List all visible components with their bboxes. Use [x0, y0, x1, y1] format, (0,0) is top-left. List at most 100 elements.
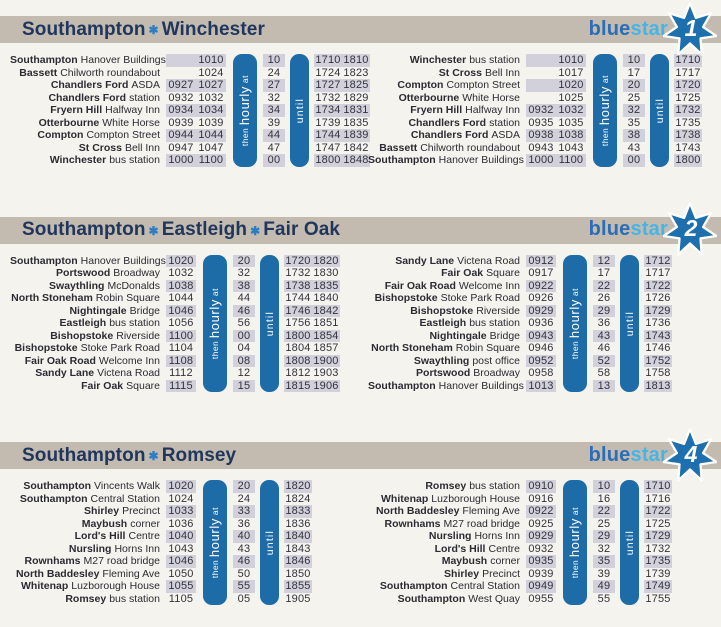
at-label: at [240, 74, 250, 83]
morning-times-cell: 1104 [166, 342, 196, 355]
evening-times-cell: 1756 1851 [284, 317, 340, 330]
evening-times-cell: 1738 1835 [284, 279, 340, 292]
morning-times-cell: 0939 1039 [166, 117, 226, 130]
time-value: 1724 [315, 66, 341, 79]
then-hourly-at-label: then hourly at [567, 288, 583, 359]
until-text: until [263, 310, 276, 336]
time-value: 1043 [558, 141, 584, 154]
time-value: 1010 [198, 54, 224, 66]
stop-name-place: Whitenap [21, 580, 69, 592]
star-icon [663, 203, 717, 256]
minute-value: 44 [237, 292, 251, 304]
stop-name-place: Southampton [23, 480, 92, 492]
minutes-past-hour-cell: 15 [233, 379, 255, 392]
stop-name: Bishopstoke Riverside [368, 305, 520, 318]
time-value: 1746 [645, 342, 671, 354]
time-value: 1034 [198, 104, 224, 116]
minutes-past-hour-cell: 00 [623, 154, 645, 167]
stop-name-place: Otterbourne [38, 116, 100, 129]
time-value: 1000 [168, 154, 194, 166]
minutes-past-hour-cell: 20 [233, 480, 255, 493]
logo-text-blue: blue [588, 17, 631, 40]
minutes-past-hour-cell: 04 [233, 342, 255, 355]
time-value: 1710 [645, 480, 671, 492]
timetable-right: then hourly at until Romsey bus station 0910 10… [368, 480, 672, 605]
morning-times-cell: 0934 1034 [166, 104, 226, 117]
time-value: 1824 [285, 492, 311, 505]
minute-value: 38 [237, 279, 251, 292]
minute-value: 34 [267, 104, 281, 116]
time-value: 1833 [285, 505, 311, 517]
route-title-part: Southampton [22, 18, 146, 40]
minutes-past-hour-cell: 17 [623, 67, 645, 80]
stop-name-place: Romsey [65, 592, 107, 605]
minutes-past-hour-cell: 16 [593, 493, 615, 506]
evening-times-cell: 1732 [674, 104, 702, 117]
stop-name-detail: bus station [109, 317, 160, 329]
morning-times-cell: 0949 [526, 580, 556, 593]
minutes-past-hour-cell: 35 [623, 117, 645, 130]
time-value: 1722 [645, 505, 671, 517]
stop-name: Lord's Hill Centre [10, 530, 160, 543]
hourly-label: hourly [207, 298, 222, 338]
evening-times-cell: 1800 1848 [314, 154, 370, 167]
until-bar: until [260, 480, 279, 605]
at-label: at [210, 506, 220, 515]
evening-times-cell: 1840 [284, 530, 312, 543]
stop-name-detail: Centre [128, 530, 160, 542]
stop-name: Sandy Lane Victena Road [368, 255, 520, 268]
stop-name: St Cross Bell Inn [368, 67, 520, 80]
stop-name-detail: Central Station [450, 580, 520, 592]
stop-name-detail: Square [126, 379, 160, 392]
stop-name-detail: Compton Street [86, 129, 160, 141]
stop-name-place: Whitenap [381, 492, 429, 505]
time-value: 1033 [168, 505, 194, 517]
minute-value: 46 [597, 342, 611, 354]
route-title-part: Fair Oak [263, 219, 341, 240]
bluestar-logo-text: bluestar [589, 19, 668, 39]
stop-name-place: Eastleigh [59, 317, 107, 329]
evening-times-cell: 1739 [644, 568, 672, 581]
evening-times-cell: 1732 1830 [284, 267, 340, 280]
hourly-label: hourly [237, 85, 252, 125]
stop-name-detail: White Horse [462, 91, 520, 104]
minutes-past-hour-cell: 13 [593, 379, 615, 392]
hourly-label: hourly [207, 517, 222, 557]
stop-name-place: Maybush [81, 517, 128, 530]
morning-times-cell: 0952 [526, 354, 556, 367]
morning-times-cell: 1055 [166, 580, 196, 593]
time-value: 0932 [528, 542, 554, 555]
stop-name: Fair Oak Square [10, 380, 160, 393]
time-value: 0943 [528, 329, 554, 342]
route-number: 2 [684, 215, 698, 241]
stop-name-detail: Hanover Buildings [438, 154, 524, 166]
hourly-label: hourly [567, 517, 582, 557]
morning-times-cell: 1025 [526, 92, 586, 105]
evening-times-cell: 1758 [644, 367, 672, 380]
stop-name: Maybush corner [10, 518, 160, 531]
morning-times-cell: 1024 [166, 493, 196, 506]
time-value: 1854 [313, 329, 339, 342]
time-value: 1712 [645, 254, 671, 267]
minute-value: 05 [237, 592, 251, 605]
stop-name-place: Romsey [425, 480, 467, 492]
stop-name-detail: Precinct [122, 505, 160, 517]
minute-value: 22 [597, 279, 611, 292]
time-value: 1756 [285, 317, 311, 329]
then-label: then [570, 559, 580, 579]
stop-name-detail: Bridge [129, 304, 160, 317]
time-value: 1024 [168, 492, 194, 505]
morning-times-cell: 1038 [166, 279, 196, 292]
morning-times-cell: 0912 [526, 254, 556, 267]
until-label: until [262, 311, 278, 336]
logo-text-star: star [630, 218, 668, 240]
stop-name-detail: Stoke Park Road [80, 342, 160, 354]
stop-name-place: Rownhams [24, 555, 81, 567]
morning-times-cell: 1024 [166, 67, 226, 80]
time-value: 1046 [168, 304, 194, 317]
route-title: Southampton ✱ Eastleigh ✱ Fair Oak [22, 217, 340, 244]
tables: thenhourlyat until Southampton Hanover Buil… [0, 244, 721, 393]
minutes-past-hour-cell: 08 [233, 354, 255, 367]
stop-name: Bassett Chilworth roundabout [368, 142, 520, 155]
minute-value: 55 [237, 580, 251, 592]
